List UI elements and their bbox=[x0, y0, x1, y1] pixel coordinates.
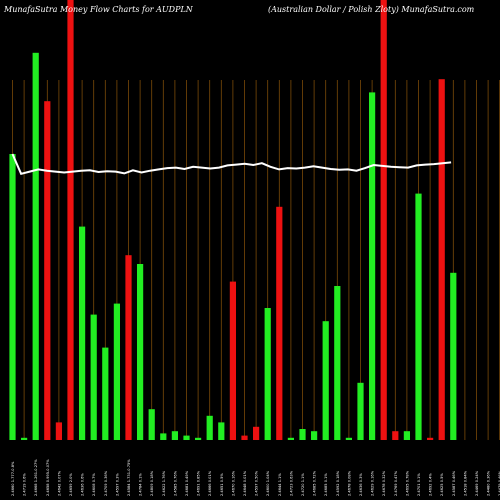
x-tick-label: 2.4695 0.78% bbox=[405, 470, 409, 496]
x-tick-label: 2.4809 0.18% bbox=[150, 470, 154, 496]
money-flow-bar bbox=[392, 431, 399, 440]
x-tick-label: 2.4608 0.7% bbox=[92, 473, 96, 496]
money-flow-bar bbox=[9, 154, 16, 440]
money-flow-bar bbox=[450, 272, 457, 440]
money-flow-bar bbox=[357, 382, 364, 440]
x-tick-label: 2.4723 0.63% bbox=[289, 470, 293, 496]
money-flow-bar bbox=[137, 264, 144, 440]
money-flow-bar bbox=[148, 409, 155, 440]
x-tick-label: 2.4692 0.4% bbox=[429, 473, 433, 496]
x-axis-tick-labels: 2.4660 1.777-0.8% 2.4719 0.6% 2.4668 1.261… bbox=[11, 459, 500, 496]
money-flow-bar bbox=[403, 431, 410, 440]
x-tick-label: 2.4644 1.1% bbox=[278, 473, 282, 496]
average-line bbox=[11, 153, 452, 175]
money-flow-bar bbox=[438, 79, 445, 440]
x-tick-label: 2.4642 0.07% bbox=[57, 470, 61, 496]
x-tick-label: 2.4668 1.261-0.27% bbox=[34, 459, 38, 496]
x-tick-label: 2.4597 0.50% bbox=[255, 470, 259, 496]
money-flow-bar bbox=[415, 193, 422, 440]
x-tick-label: 2.4660 1.777-0.8% bbox=[11, 461, 15, 496]
x-tick-label: 2.4587 0.46% bbox=[452, 470, 456, 496]
money-flow-bar bbox=[369, 92, 376, 441]
x-tick-label: 2.4701 0.1% bbox=[417, 473, 421, 496]
money-flow-bar bbox=[183, 435, 190, 440]
x-tick-label: 2.4625 0.5% bbox=[440, 473, 444, 496]
money-flow-bar bbox=[160, 433, 167, 440]
x-tick-label: 2.4585 0.76% bbox=[173, 470, 177, 496]
x-tick-label: 2.4691 0.85% bbox=[197, 470, 201, 496]
chart-title-left: MunafaSutra Money Flow Charts for AUDPLN bbox=[3, 5, 194, 14]
x-tick-label: 2.4769 0.47% bbox=[394, 470, 398, 496]
money-flow-bar bbox=[171, 431, 178, 440]
x-tick-label: 2.4678 0.32% bbox=[382, 470, 386, 496]
x-tick-label: 2.4659 2.0% bbox=[69, 473, 73, 496]
x-tick-label: 2.4658 0.995-0.07% bbox=[46, 459, 50, 496]
money-flow-bar bbox=[276, 206, 283, 440]
x-tick-label: 2.4685 0.1% bbox=[324, 473, 328, 496]
x-tick-label: 2.4666 0.01% bbox=[208, 470, 212, 496]
x-tick-label: 2.4480 0.36% bbox=[487, 470, 491, 496]
money-flow-bar bbox=[90, 314, 97, 440]
x-tick-label: 2.4600 1.04% bbox=[266, 470, 270, 496]
money-flow-bar bbox=[334, 286, 341, 440]
x-tick-label: 2.4648 0.01% bbox=[243, 470, 247, 496]
x-tick-label: 2.4597 0.3% bbox=[115, 473, 119, 496]
money-flow-bar bbox=[67, 0, 74, 440]
x-tick-label: 2.4469 0.24% bbox=[475, 470, 479, 496]
x-tick-label: 2.4678 0.08% bbox=[347, 470, 351, 496]
x-tick-label: 2.4784 0.1% bbox=[139, 473, 143, 496]
money-flow-bar bbox=[102, 347, 109, 440]
money-flow-bar bbox=[287, 437, 294, 440]
money-flow-bar bbox=[21, 437, 28, 440]
x-tick-label: 2.4681 0.49% bbox=[185, 470, 189, 496]
x-tick-label: 2.4518 0.84% bbox=[463, 470, 467, 496]
money-flow-bar bbox=[218, 422, 225, 440]
average-line-group bbox=[11, 153, 452, 175]
money-flow-bars bbox=[9, 0, 457, 441]
money-flow-bar bbox=[241, 435, 248, 440]
x-tick-label: 2.4636 0.3% bbox=[359, 473, 363, 496]
money-flow-bar bbox=[229, 281, 236, 440]
money-flow-bar bbox=[206, 415, 213, 440]
money-flow-bar bbox=[125, 255, 132, 440]
money-flow-bar bbox=[311, 431, 318, 440]
x-tick-label: 2.4622 1.76% bbox=[162, 470, 166, 496]
money-flow-bar bbox=[55, 422, 62, 440]
money-flow-bar bbox=[44, 101, 51, 440]
x-tick-label: 2.4636 0.6% bbox=[81, 473, 85, 496]
x-tick-label: 2.4685 0.72% bbox=[313, 470, 317, 496]
money-flow-bar bbox=[195, 437, 202, 440]
x-tick-label: 2.4720 1.1% bbox=[301, 473, 305, 496]
x-tick-label: 2.4479 0.46% bbox=[498, 470, 500, 496]
x-tick-label: 2.4709 0.36% bbox=[104, 470, 108, 496]
money-flow-bar bbox=[264, 308, 271, 440]
x-tick-label: 2.4651 0.5% bbox=[220, 473, 224, 496]
money-flow-bar bbox=[380, 0, 387, 440]
money-flow-bar bbox=[322, 321, 329, 440]
chart-title-right: (Australian Dollar / Polish Zloty) Munaf… bbox=[268, 5, 475, 14]
x-tick-label: 2.4719 0.6% bbox=[23, 473, 27, 496]
x-tick-label: 2.4670 0.16% bbox=[231, 470, 235, 496]
money-flow-bar bbox=[253, 426, 260, 440]
money-flow-bar bbox=[299, 429, 306, 440]
money-flow-bar bbox=[113, 303, 120, 440]
money-flow-bar bbox=[345, 437, 352, 440]
money-flow-bar bbox=[79, 226, 86, 440]
money-flow-bar bbox=[32, 52, 39, 441]
x-tick-label: 2.4629 0.16% bbox=[371, 470, 375, 496]
x-tick-label: 2.4592 0.18% bbox=[336, 470, 340, 496]
x-tick-label: 2.4584 1.731-0.75% bbox=[127, 459, 131, 496]
money-flow-bar bbox=[427, 437, 434, 440]
